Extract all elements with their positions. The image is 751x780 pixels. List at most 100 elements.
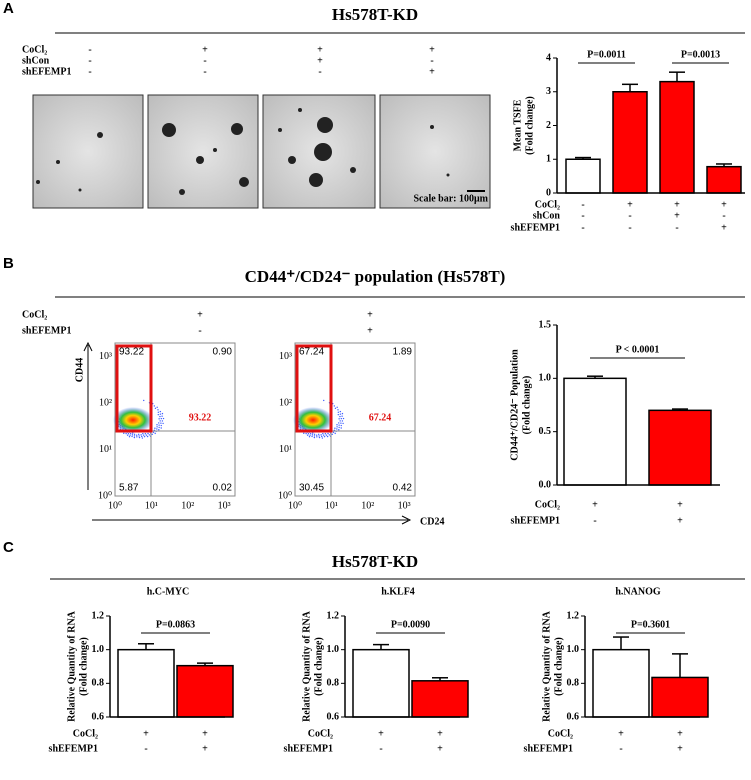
event-dot <box>136 436 138 438</box>
flow-tick: 10¹ <box>279 444 292 455</box>
bar <box>563 377 627 486</box>
micrograph <box>147 94 259 209</box>
event-dot <box>157 411 160 413</box>
condition-mark: - <box>593 515 596 526</box>
event-dot <box>159 415 161 418</box>
event-dot <box>305 432 307 435</box>
condition-label: CoCl₂ <box>548 728 573 739</box>
y-tick-label: 0.6 <box>567 711 580 722</box>
condition-mark: - <box>675 222 678 233</box>
event-dot <box>338 418 340 420</box>
event-dot <box>341 415 343 417</box>
event-dot <box>154 407 157 410</box>
bar <box>352 648 410 718</box>
condition-mark: - <box>619 743 622 754</box>
event-dot <box>158 418 160 420</box>
condition-mark: + <box>378 728 384 739</box>
event-dot <box>156 428 158 430</box>
quadrant-value: 1.89 <box>393 347 413 358</box>
y-axis-label: Relative Quantity of RNA <box>66 610 77 722</box>
event-dot <box>338 426 340 429</box>
flow-tick: 10¹ <box>99 444 112 455</box>
bar <box>706 165 742 194</box>
event-dot <box>152 431 155 434</box>
event-dot <box>123 432 125 435</box>
event-dot <box>147 432 149 435</box>
y-tick-label: 1.0 <box>539 373 552 384</box>
condition-label: shCon <box>533 210 561 221</box>
event-dot <box>309 432 312 435</box>
flow-tick: 10⁰ <box>278 490 292 501</box>
condition-label: CoCl₂ <box>22 44 47 55</box>
y-tick-label: 0.6 <box>327 711 340 722</box>
y-axis-label: (Fold change) <box>521 376 532 435</box>
condition-label: shEFEMP1 <box>49 743 98 754</box>
y-tick-label: 0.0 <box>539 479 552 490</box>
event-dot <box>336 428 338 430</box>
panel-title: CD44⁺/CD24⁻ population (Hs578T) <box>245 267 506 286</box>
flow-tick: 10² <box>181 500 194 511</box>
event-dot <box>142 432 144 435</box>
y-tick-label: 1.5 <box>539 319 552 330</box>
event-dot <box>156 424 158 426</box>
density-blob <box>293 407 333 433</box>
quadrant-value: 5.87 <box>119 483 139 494</box>
event-dot <box>334 427 336 429</box>
flow-tick: 10³ <box>398 500 411 511</box>
micrograph <box>379 94 491 209</box>
condition-mark: + <box>429 44 435 55</box>
panel-title: Hs578T-KD <box>332 5 418 24</box>
event-dot <box>161 415 163 417</box>
event-dot <box>318 436 321 439</box>
event-dot <box>339 415 341 418</box>
flow-tick: 10⁰ <box>288 500 302 511</box>
quadrant-value: 0.02 <box>213 483 233 494</box>
event-dot <box>328 434 331 436</box>
quadrant-value: 30.45 <box>299 483 324 494</box>
event-dot <box>313 433 316 435</box>
flow-tick: 10² <box>99 398 112 409</box>
event-dot <box>334 407 337 410</box>
bar <box>648 409 712 486</box>
bar <box>592 648 650 718</box>
density-blob <box>113 407 153 433</box>
gate-value: 67.24 <box>369 412 392 423</box>
event-dot <box>133 435 136 437</box>
condition-mark: + <box>677 499 683 510</box>
event-dot <box>337 411 340 413</box>
event-dot <box>308 436 311 438</box>
p-value: P=0.0863 <box>156 619 195 630</box>
y-tick-label: 4 <box>546 52 551 63</box>
event-dot <box>133 436 136 439</box>
y-tick-label: 0.8 <box>567 678 580 689</box>
condition-mark: - <box>318 66 321 77</box>
spheres <box>36 108 450 195</box>
panel-title: Hs578T-KD <box>332 552 418 571</box>
condition-mark: - <box>581 222 584 233</box>
event-dot <box>158 424 160 426</box>
y-tick-label: 2 <box>546 120 551 131</box>
condition-mark: + <box>437 743 443 754</box>
event-dot <box>342 422 344 425</box>
condition-mark: - <box>88 55 91 66</box>
event-dot <box>321 437 324 439</box>
event-dot <box>316 436 318 438</box>
flow-tick: 10² <box>361 500 374 511</box>
panel-letter: A <box>3 0 14 17</box>
event-dot <box>339 420 341 422</box>
y-tick-label: 1.2 <box>92 610 105 621</box>
condition-mark: - <box>628 210 631 221</box>
condition-mark: + <box>721 222 727 233</box>
event-dot <box>161 420 164 422</box>
event-dot <box>129 434 131 436</box>
y-tick-label: 3 <box>546 86 551 97</box>
p-value: P=0.0090 <box>391 619 430 630</box>
event-dot <box>146 435 149 438</box>
chart-title: h.NANOG <box>615 586 661 597</box>
condition-mark: + <box>674 199 680 210</box>
event-dot <box>336 426 338 428</box>
event-dot <box>340 417 343 420</box>
event-dot <box>127 433 130 435</box>
event-dot <box>340 424 342 427</box>
